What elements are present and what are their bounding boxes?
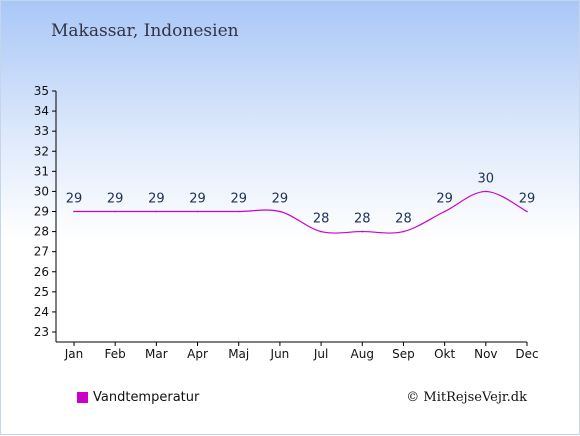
data-label: 30 (478, 171, 495, 186)
data-point (485, 190, 487, 193)
legend-swatch (77, 392, 88, 403)
y-tick-label: 32 (34, 144, 49, 158)
y-tick-label: 26 (34, 265, 49, 279)
chart-title: Makassar, Indonesien (51, 21, 239, 41)
y-tick-label: 25 (34, 285, 49, 299)
y-tick-label: 27 (34, 245, 49, 259)
x-axis-ticks: Jan Feb Mar Apr Maj Jun Jul Aug Sep Okt Nov Dec (64, 342, 539, 361)
y-tick-label: 24 (34, 305, 49, 319)
data-label: 29 (107, 192, 124, 207)
copyright-text: © MitRejseVejr.dk (406, 390, 527, 405)
data-label: 28 (395, 212, 412, 227)
x-tick-label: Jun (270, 347, 290, 361)
y-tick-label: 34 (34, 104, 49, 118)
data-label: 29 (148, 192, 165, 207)
y-tick-label: 23 (34, 325, 49, 339)
data-point (279, 210, 281, 213)
y-tick-label: 28 (34, 225, 49, 239)
data-point (443, 210, 446, 213)
data-point (526, 210, 528, 213)
data-point (361, 230, 364, 233)
y-axis-ticks: 23 24 25 26 27 28 29 30 31 32 33 34 35 (34, 84, 56, 339)
y-tick-label: 35 (34, 84, 49, 98)
data-labels: 29 29 29 29 29 29 28 28 28 29 30 29 (66, 171, 536, 226)
series-line-vandtemperatur (73, 190, 528, 234)
axes (55, 91, 527, 343)
x-tick-label: Sep (392, 347, 415, 361)
legend: Vandtemperatur (77, 390, 199, 405)
data-label: 29 (436, 192, 453, 207)
data-point (114, 210, 116, 213)
data-point (196, 210, 199, 213)
data-label: 29 (189, 192, 206, 207)
x-tick-label: Aug (351, 347, 374, 361)
x-tick-label: Feb (105, 347, 126, 361)
x-tick-label: Okt (434, 347, 455, 361)
data-point (73, 210, 75, 213)
data-label: 29 (66, 192, 83, 207)
series-layer (73, 190, 528, 234)
x-tick-label: Apr (187, 347, 208, 361)
x-tick-label: Jan (64, 347, 84, 361)
x-tick-label: Dec (515, 347, 538, 361)
data-label: 28 (354, 212, 371, 227)
x-tick-label: Mar (145, 347, 168, 361)
data-label: 28 (313, 212, 330, 227)
y-tick-label: 29 (34, 205, 49, 219)
data-point (320, 230, 322, 233)
data-point (237, 210, 240, 213)
x-tick-label: Nov (474, 347, 497, 361)
legend-label: Vandtemperatur (93, 390, 200, 405)
data-point (402, 230, 405, 233)
data-label: 29 (519, 192, 536, 207)
y-tick-label: 33 (34, 124, 49, 138)
y-tick-label: 30 (34, 184, 49, 198)
data-point (155, 210, 158, 213)
x-tick-label: Jul (313, 347, 328, 361)
y-tick-label: 31 (34, 164, 49, 178)
data-label: 29 (230, 192, 247, 207)
data-label: 29 (272, 192, 289, 207)
x-tick-label: Maj (228, 347, 249, 361)
